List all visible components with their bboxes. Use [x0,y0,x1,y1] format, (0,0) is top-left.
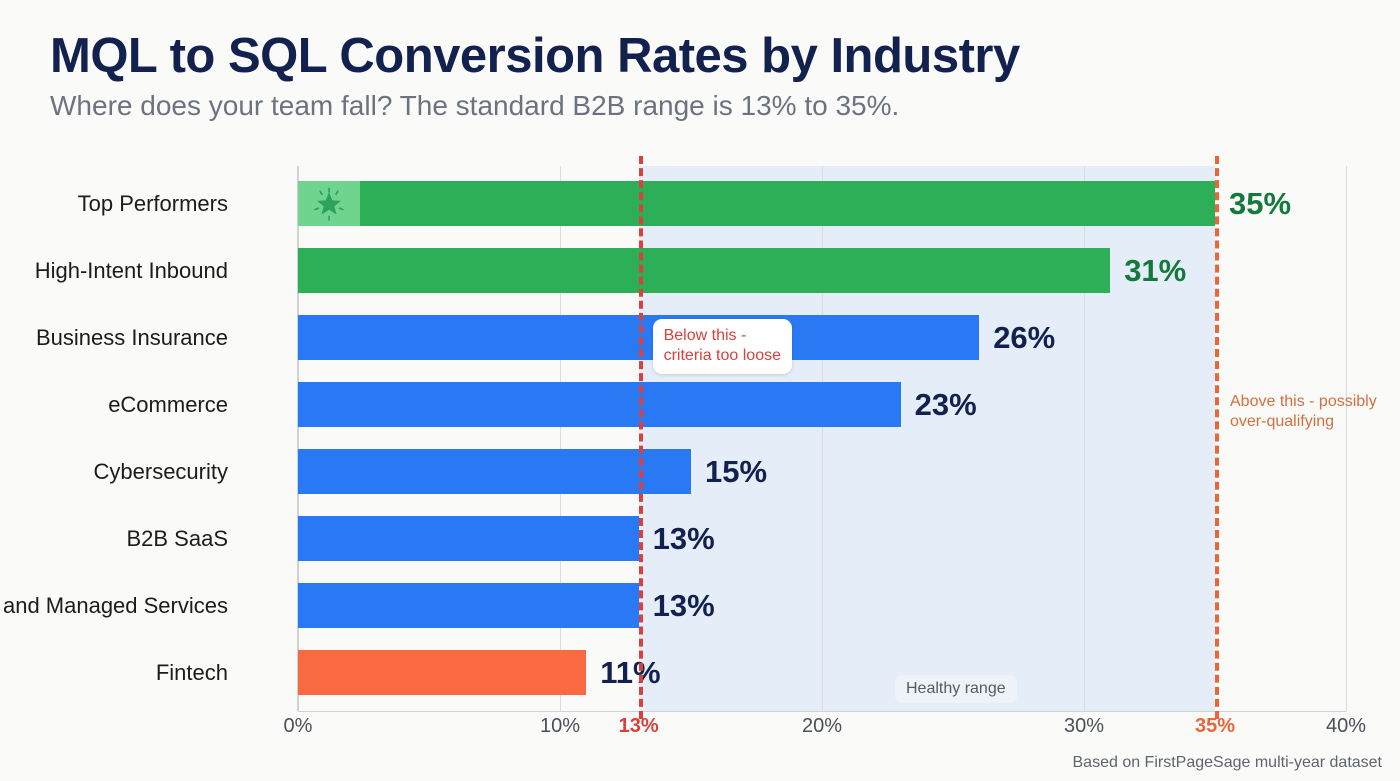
x-axis-tick-40: 40% [1325,715,1367,737]
bar-fintech[interactable] [298,650,587,695]
x-axis-tick-30: 30% [1063,715,1105,737]
x-axis-tick-35: 35% [1194,715,1236,737]
y-axis-line [297,166,299,711]
bar-value-label: 35% [1229,186,1292,221]
category-label-business-insurance: Business Insurance [36,325,228,350]
x-axis-tick-10: 10% [539,715,581,737]
gridline-10 [560,166,561,711]
bar-value-label: 26% [993,320,1056,355]
bar-b2b-saas[interactable] [298,516,639,561]
category-label-it-and-managed-services: IT and Managed Services [0,593,228,618]
category-label-b2b-saas: B2B SaaS [126,526,228,551]
x-axis-tick-13: 13% [618,715,659,737]
chart-title: MQL to SQL Conversion Rates by Industry [50,29,1020,83]
bar-it-and-managed-services[interactable] [298,583,639,628]
lower-threshold-callout: Below this - criteria too loose [652,319,792,374]
category-label-top-performers: Top Performers [77,191,228,216]
bar-top-performers[interactable] [298,181,1215,226]
bar-value-label: 11% [600,655,661,690]
bar-high-intent-inbound[interactable] [298,248,1111,293]
threshold-line-13 [638,156,643,719]
bar-ecommerce[interactable] [298,382,901,427]
callout-line-1: Above this - possibly [1230,393,1377,410]
category-label-high-intent-inbound: High-Intent Inbound [34,258,228,283]
bar-value-label: 15% [705,454,768,489]
callout-line-2: over-qualifying [1230,413,1335,430]
bar-value-label: 23% [914,387,977,422]
x-axis-tick-0: 0% [283,715,313,737]
chart-subtitle: Where does your team fall? The standard … [50,90,900,121]
category-label-cybersecurity: Cybersecurity [93,459,228,484]
plot-area: 35% Top Performers 31% High-Intent Inbound 2… [0,156,1377,719]
upper-threshold-callout: Above this - possibly over-qualifying [1230,392,1377,432]
bar-cybersecurity[interactable] [298,449,691,494]
sparkle-star-icon [298,181,360,226]
gridline-30 [1084,166,1085,711]
x-axis-line [298,711,1346,712]
category-label-ecommerce: eCommerce [108,392,228,417]
bar-value-label: 13% [652,521,715,556]
bar-value-label: 13% [652,588,715,623]
chart-footnote: Based on FirstPageSage multi-year datase… [1072,754,1383,771]
callout-line-1: Below this - [663,327,747,344]
gridline-20 [822,166,823,711]
category-label-fintech: Fintech [155,660,228,685]
gridline-40 [1346,166,1347,711]
bar-value-label: 31% [1124,253,1187,288]
threshold-line-35 [1215,156,1219,719]
callout-line-2: criteria too loose [663,347,781,364]
healthy-range-label: Healthy range [895,675,1017,703]
x-axis-tick-20: 20% [801,715,843,737]
